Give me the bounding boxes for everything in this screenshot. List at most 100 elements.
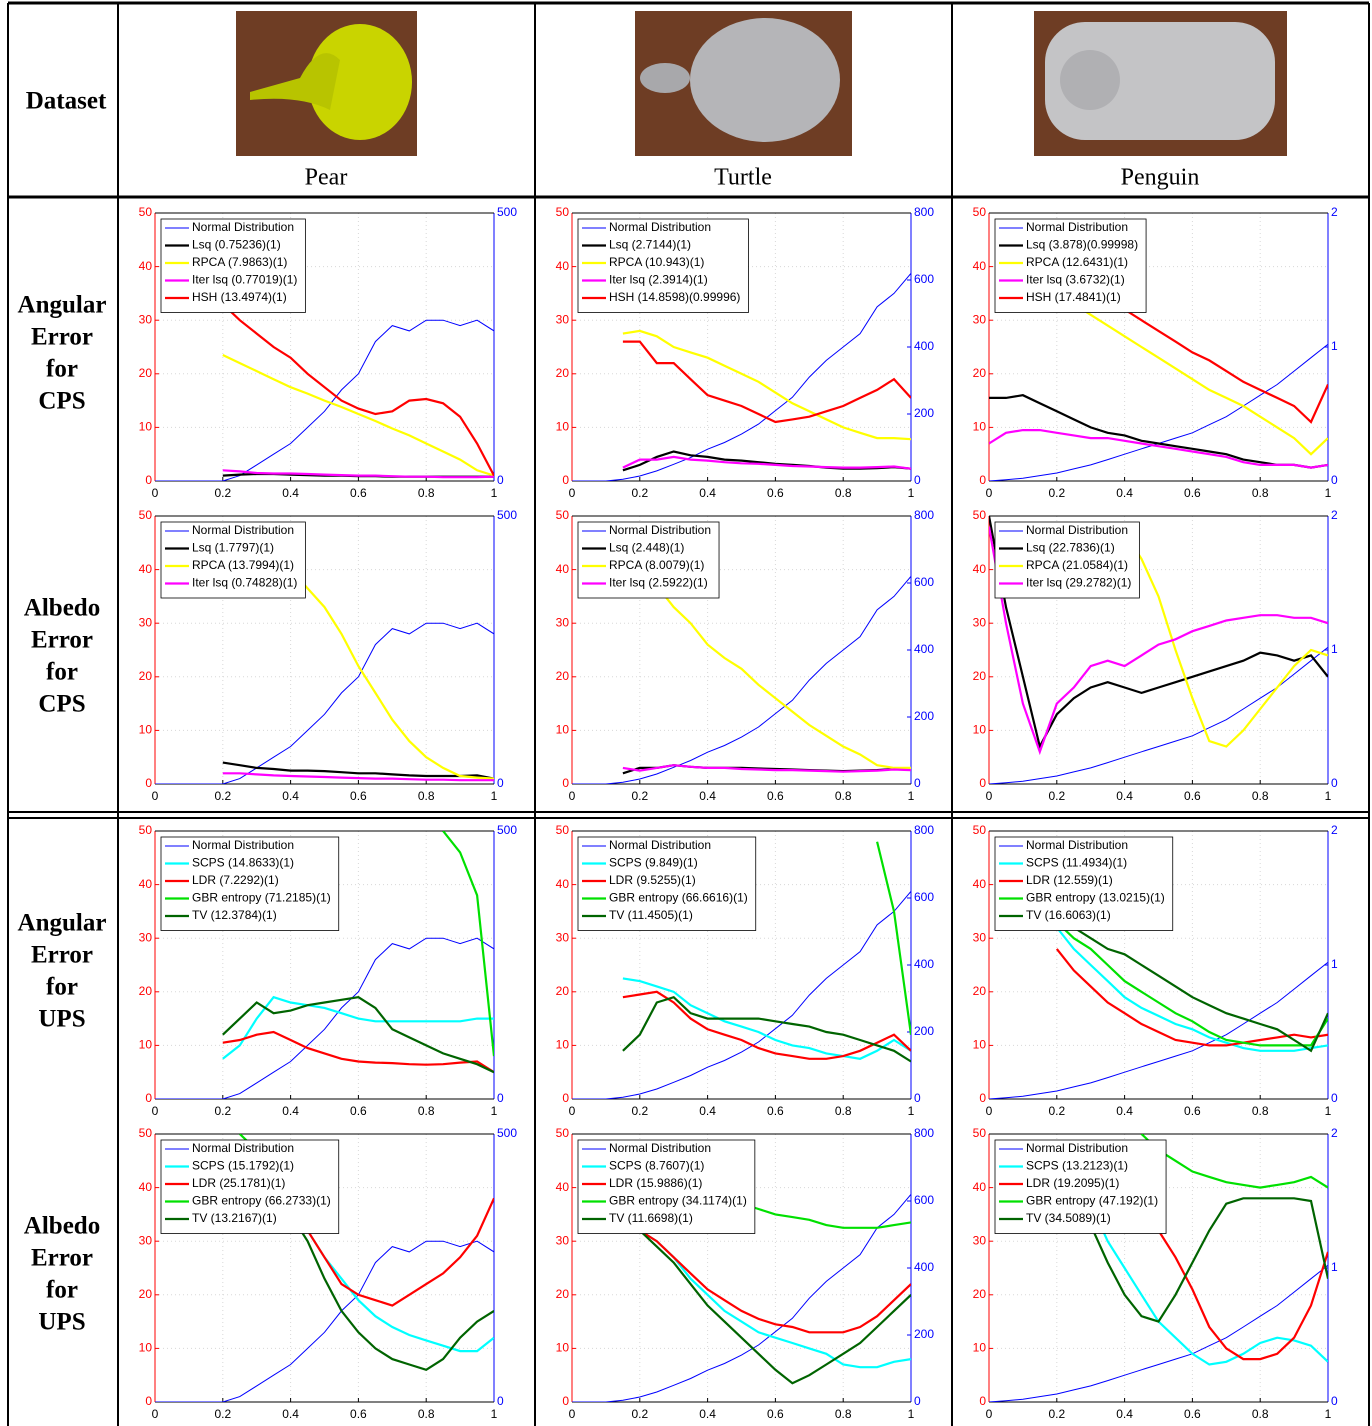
x-tick-label: 1 [908,1104,915,1118]
legend-label: Normal Distribution [192,523,294,537]
legend-label: Iter lsq (2.5922)(1) [609,576,708,590]
x-tick-label: 0.2 [631,486,648,500]
y2-tick-label: 0 [914,473,921,487]
x-tick-label: 0.4 [699,486,716,500]
x-tick-label: 0 [569,789,576,803]
x-tick-label: 0 [986,486,993,500]
y-tick-label: 0 [562,1091,569,1105]
legend-label: HSH (17.4841)(1) [1026,290,1121,304]
y2-tick-label: 200 [914,406,934,420]
y-tick-label: 50 [973,205,987,219]
legend-label: Normal Distribution [1026,220,1128,234]
series-line [155,1240,494,1402]
legend-label: LDR (19.2095)(1) [1026,1176,1119,1190]
chart: 0 0.2 0.4 0.6 0.8 1010203040500200400600800No… [556,508,935,803]
x-tick-label: 0.6 [767,789,784,803]
x-tick-label: 0 [152,1104,159,1118]
row-label: Albedo [24,1213,100,1240]
row-label: Error [31,942,93,969]
series-line [1123,531,1328,748]
y-tick-label: 40 [556,562,570,576]
y-tick-label: 10 [556,1038,570,1052]
x-tick-label: 1 [491,1407,498,1421]
y-tick-label: 20 [556,366,570,380]
y-tick-label: 10 [139,420,153,434]
y-tick-label: 20 [556,669,570,683]
corner-label: Dataset [26,88,107,115]
x-tick-label: 0.2 [1048,1407,1065,1421]
series-line [1055,282,1328,456]
y-tick-label: 50 [139,205,153,219]
y-tick-label: 10 [139,1341,153,1355]
x-tick-label: 0.6 [767,1104,784,1118]
x-tick-label: 1 [491,789,498,803]
series-line [155,937,494,1099]
x-tick-label: 0 [986,1104,993,1118]
series-line [989,394,1328,469]
legend-label: RPCA (10.943)(1) [609,255,704,269]
row-label: Angular [18,292,107,319]
y-tick-label: 20 [139,669,153,683]
y2-tick-label: 0 [1331,473,1338,487]
y-tick-label: 0 [145,473,152,487]
y2-tick-label: 600 [914,272,934,286]
series-line [622,1213,911,1385]
series-line [222,761,494,780]
y-tick-label: 0 [145,776,152,790]
y-tick-label: 10 [973,420,987,434]
legend-label: TV (11.4505)(1) [609,908,693,922]
legend-label: Normal Distribution [1026,523,1128,537]
legend-box [160,836,340,931]
penguin-image [1034,11,1287,156]
row-label: for [46,659,78,686]
x-tick-label: 0.4 [282,789,299,803]
legend-label: Normal Distribution [192,220,294,234]
x-tick-label: 0.6 [767,1407,784,1421]
x-tick-label: 0.6 [1184,789,1201,803]
y-tick-label: 0 [562,776,569,790]
y-tick-label: 30 [973,1233,987,1247]
dataset-name: Penguin [1121,165,1200,191]
x-tick-label: 0 [569,1407,576,1421]
legend-label: Lsq (2.448)(1) [609,541,684,555]
legend-label: LDR (9.5255)(1) [609,873,696,887]
series-line [989,526,1328,756]
y2-tick-label: 400 [914,957,934,971]
x-tick-label: 0.2 [214,789,231,803]
row-label: CPS [38,388,85,415]
row-label: for [46,1277,78,1304]
y-tick-label: 30 [973,312,987,326]
legend-label: SCPS (8.7607)(1) [609,1159,704,1173]
y-tick-label: 10 [973,1038,987,1052]
y-tick-label: 0 [979,776,986,790]
legend-box [577,218,749,313]
series-line [622,329,911,441]
x-tick-label: 0.6 [1184,486,1201,500]
x-tick-label: 0.4 [1116,486,1133,500]
legend-label: Lsq (3.878)(0.99998) [1026,238,1138,252]
x-tick-label: 0.8 [1252,1104,1269,1118]
x-tick-label: 0.8 [1252,486,1269,500]
series-line [1055,926,1328,1052]
legend-label: Normal Distribution [1026,838,1128,852]
x-tick-label: 0 [569,486,576,500]
y-tick-label: 50 [973,508,987,522]
x-tick-label: 0.8 [1252,789,1269,803]
y-tick-label: 20 [139,366,153,380]
x-tick-label: 1 [908,1407,915,1421]
y-tick-label: 30 [973,615,987,629]
x-tick-label: 0.6 [1184,1104,1201,1118]
y2-tick-label: 600 [914,890,934,904]
x-tick-label: 0.6 [350,1104,367,1118]
series-line [1056,921,1328,1047]
y2-tick-label: 0 [1331,776,1338,790]
legend-label: SCPS (15.1792)(1) [192,1159,294,1173]
y-tick-label: 20 [139,1287,153,1301]
y-tick-label: 40 [556,877,570,891]
x-tick-label: 0 [986,789,993,803]
y-tick-label: 50 [556,823,570,837]
y-tick-label: 40 [556,259,570,273]
y-tick-label: 20 [556,1287,570,1301]
